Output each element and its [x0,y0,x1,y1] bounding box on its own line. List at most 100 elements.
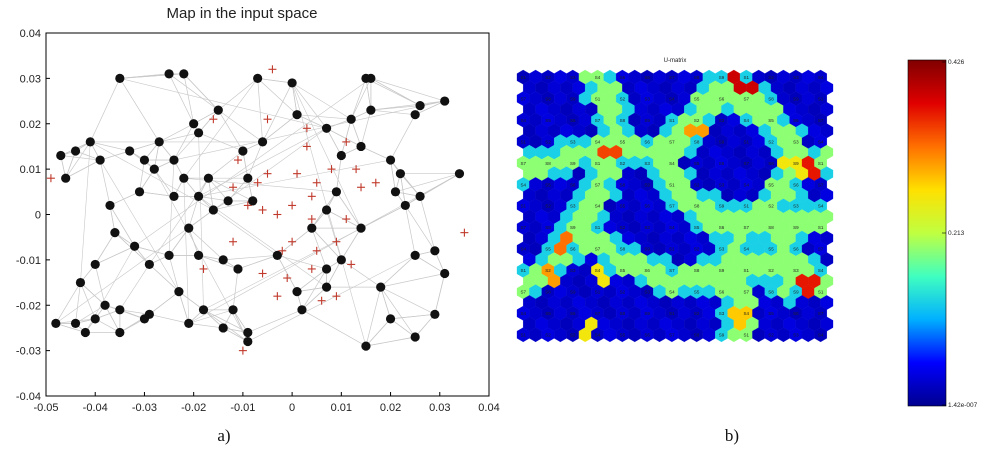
neuron-label: S5 [545,247,551,252]
neuron-point [193,250,204,260]
scatter-title: Map in the input space [167,5,318,22]
neuron-label: S8 [768,225,774,230]
x-tick-label: -0.05 [33,402,58,414]
neuron-label: S6 [644,75,650,80]
data-point-plus [209,115,218,124]
neuron-label: S9 [719,139,725,144]
data-point-plus [302,124,311,133]
neuron-point [100,300,110,310]
neuron-link [326,259,342,288]
neuron-link [55,323,86,333]
neuron-link [178,291,190,324]
neuron-link [213,209,278,256]
neuron-point [193,191,204,201]
colorbar-tick-label: 0.426 [948,59,965,66]
neuron-link [198,159,391,197]
neuron-label: S7 [520,96,526,101]
data-point-plus [268,65,277,74]
neuron-label: S1 [818,225,824,230]
data-point-plus [307,264,316,273]
neuron-link [89,78,121,143]
data-point-plus [229,183,238,192]
neuron-link [119,78,327,129]
neuron-label: S5 [768,182,774,187]
neuron-link [188,227,224,261]
neuron-point [366,105,376,115]
colorbar-tick-label: 0.213 [948,230,965,237]
neuron-label: S1 [743,204,749,209]
neuron-label: S8 [694,75,700,80]
neuron-label: S9 [719,204,725,209]
umatrix-cell [814,327,827,343]
neuron-point [410,110,420,120]
neuron-label: S6 [644,204,650,209]
x-tick-label: -0.04 [83,402,108,414]
neuron-label: S3 [719,311,725,316]
neuron-label: S2 [545,204,551,209]
neuron-label: S4 [595,268,601,273]
neuron-link [365,318,391,347]
neuron-link [291,82,362,229]
data-point-plus [229,237,238,246]
neuron-label: S5 [694,161,700,166]
neuron-label: S2 [545,268,551,273]
neuron-link [208,177,253,202]
neuron-point [321,282,332,292]
neuron-label: S3 [644,161,650,166]
neuron-label: S8 [545,225,551,230]
neuron-link [80,141,91,283]
neuron-label: S4 [818,204,824,209]
neuron-link [301,286,327,311]
neuron-label: S1 [520,333,526,338]
neuron-link [380,255,416,288]
neuron-label: S7 [595,118,601,123]
neuron-link [405,205,436,251]
neuron-label: S1 [595,96,601,101]
neuron-link [198,196,327,288]
neuron-link [400,173,421,197]
neuron-link [311,227,342,261]
neuron-label: S4 [520,118,526,123]
neuron-label: S2 [545,139,551,144]
neuron-link [414,314,436,338]
neuron-point [223,196,233,206]
neuron-label: S3 [644,290,650,295]
neuron-point [115,305,125,315]
neuron-label: S3 [719,118,725,123]
neuron-label: S8 [694,204,700,209]
x-tick-label: -0.02 [181,402,206,414]
neuron-point [125,146,135,156]
neuron-link [168,73,219,111]
neuron-label: S5 [620,75,626,80]
neuron-label: S9 [793,161,799,166]
neuron-label: S6 [793,182,799,187]
neuron-label: S7 [520,225,526,230]
neuron-link [75,282,81,324]
neuron-label: S2 [768,139,774,144]
neuron-link [341,227,362,261]
scatter-points [46,65,469,355]
neuron-link [183,73,219,111]
neuron-label: S4 [743,118,749,123]
neuron-link [217,109,244,152]
data-point-plus [347,260,356,269]
neuron-point [139,155,150,165]
neuron-label: S6 [793,118,799,123]
neuron-label: S9 [570,161,576,166]
neuron-label: S8 [545,96,551,101]
neuron-label: S1 [520,268,526,273]
colorbar-tick-label: 1.42e-007 [948,402,978,409]
neuron-link [218,109,263,143]
neuron-link [434,273,446,315]
neuron-link [183,178,190,324]
neuron-point [321,205,332,215]
neuron-link [183,73,195,124]
neuron-label: S8 [768,161,774,166]
neuron-label: S1 [669,247,675,252]
data-point-plus [243,201,252,210]
neuron-label: S9 [644,247,650,252]
neuron-point [115,327,125,338]
neuron-label: S4 [743,311,749,316]
neuron-label: S3 [793,139,799,144]
